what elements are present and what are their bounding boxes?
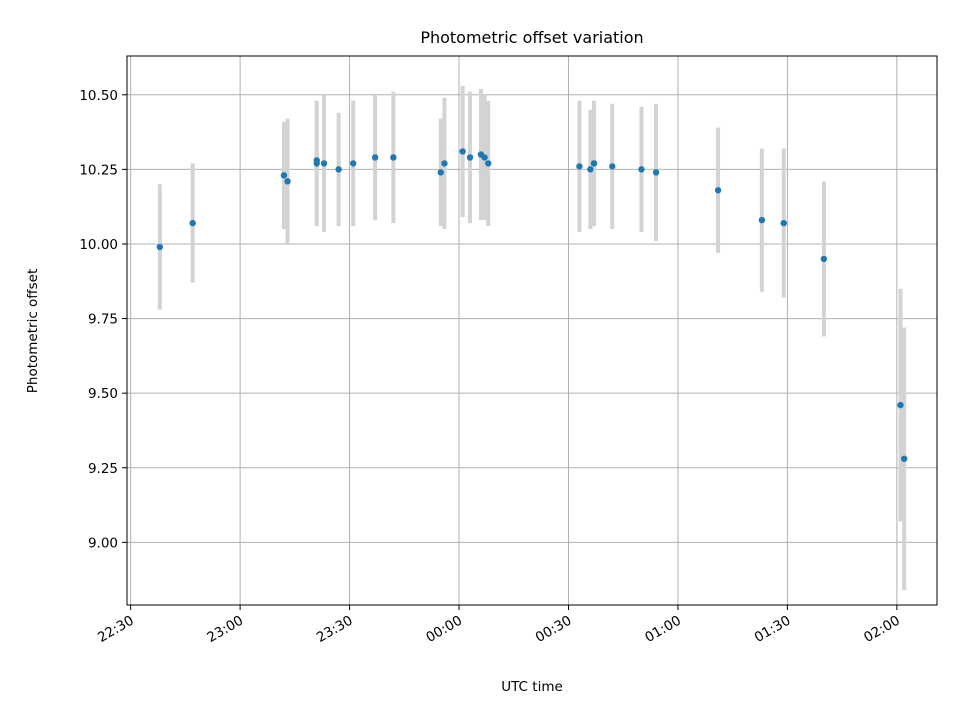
grid	[127, 56, 937, 605]
data-point	[390, 154, 397, 161]
data-point	[900, 455, 908, 462]
y-tick-label: 10.50	[79, 88, 118, 104]
y-axis-label: Photometric offset	[25, 269, 41, 393]
data-point	[576, 163, 583, 170]
data-point	[714, 187, 722, 194]
data-point	[587, 166, 594, 173]
y-tick-label: 9.50	[88, 386, 118, 402]
data-point	[335, 166, 342, 173]
data-point	[459, 148, 466, 155]
data-point	[820, 255, 828, 263]
data-point	[313, 157, 320, 164]
data-point	[652, 169, 660, 176]
data-point	[350, 160, 357, 167]
x-axis-label: UTC time	[501, 679, 563, 695]
data-point	[437, 169, 444, 176]
data-point	[441, 160, 448, 167]
data-point	[371, 154, 379, 161]
data-point	[156, 243, 164, 251]
data-point	[780, 219, 787, 227]
data-point	[897, 401, 904, 409]
data-point	[284, 178, 291, 185]
y-tick-label: 9.75	[88, 312, 118, 328]
data-points	[156, 148, 908, 462]
data-point	[485, 160, 492, 167]
y-tick-label: 10.25	[79, 162, 118, 178]
y-axis-ticks: 9.00 9.25 9.50 9.75 10.00 10.25 10.50	[79, 88, 127, 551]
chart-title: Photometric offset variation	[420, 28, 643, 47]
data-point	[481, 154, 488, 161]
plot-frame	[126, 55, 938, 606]
data-point	[638, 166, 645, 173]
y-tick-label: 10.00	[79, 237, 118, 253]
data-point	[320, 160, 328, 167]
data-point	[189, 219, 196, 227]
data-point	[758, 216, 766, 224]
data-point	[590, 160, 598, 167]
y-tick-label: 9.25	[88, 461, 118, 477]
data-point	[280, 172, 288, 179]
data-point	[609, 163, 616, 170]
data-point	[466, 154, 474, 161]
y-tick-label: 9.00	[88, 535, 118, 551]
